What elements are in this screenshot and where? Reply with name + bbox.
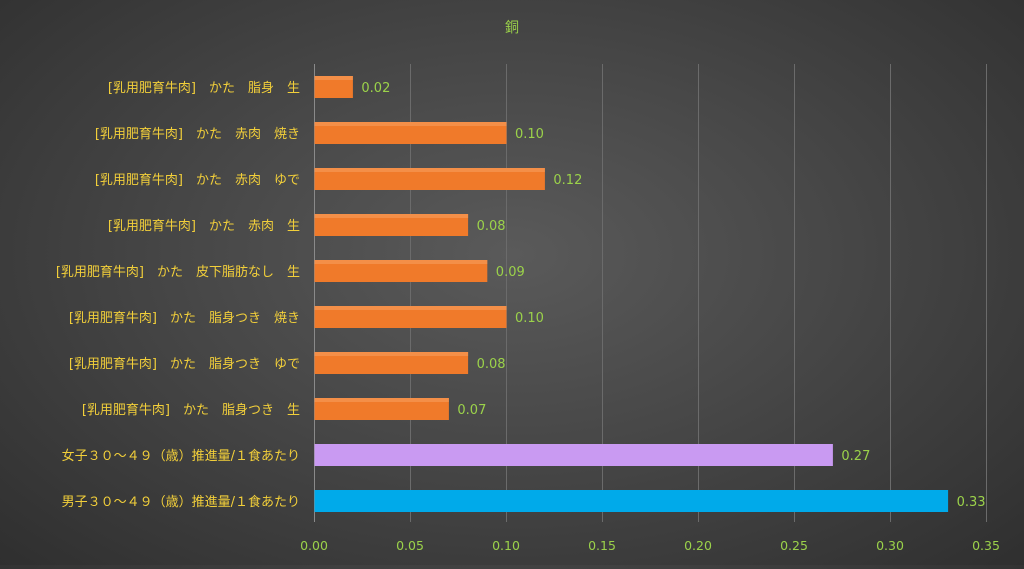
bars [314,76,949,512]
x-tick-label: 0.15 [588,538,616,553]
bar [314,76,353,98]
category-label: [乳用肥育牛肉] かた 脂身つき 生 [82,402,300,418]
category-label: [乳用肥育牛肉] かた 脂身つき 焼き [69,310,300,326]
data-label: 0.07 [457,403,486,418]
bar-highlight [314,76,353,80]
data-label: 0.08 [477,219,506,234]
category-label: 男子３０～４９（歳）推進量/１食あたり [62,494,300,510]
bar-highlight [314,168,545,172]
x-tick-label: 0.10 [492,538,520,553]
data-labels: 0.02 0.10 0.12 0.08 0.09 0.10 0.08 0.07 0.27 0.33 [361,81,985,510]
bar [314,490,949,512]
category-label: [乳用肥育牛肉] かた 脂身つき ゆで [69,356,300,372]
category-label: [乳用肥育牛肉] かた 赤肉 生 [108,218,300,234]
data-label: 0.33 [957,495,986,510]
bar [314,352,469,374]
category-label: [乳用肥育牛肉] かた 皮下脂肪なし 生 [56,264,300,280]
data-label: 0.10 [515,127,544,142]
data-label: 0.10 [515,311,544,326]
chart-title: 銅 [505,20,519,36]
x-tick-label: 0.20 [684,538,712,553]
category-label: [乳用肥育牛肉] かた 赤肉 ゆで [95,172,300,188]
bar [314,398,449,420]
x-tick-label: 0.25 [780,538,808,553]
category-labels: [乳用肥育牛肉] かた 脂身 生 [乳用肥育牛肉] かた 赤肉 焼き [乳用肥育牛肉… [56,80,300,510]
bar-highlight [314,306,507,310]
bar-highlight [314,260,488,264]
x-tick-label: 0.00 [300,538,328,553]
bar [314,122,507,144]
bar [314,444,833,466]
bar [314,214,469,236]
bar-highlight [314,214,469,218]
data-label: 0.02 [361,81,390,96]
data-label: 0.27 [841,449,870,464]
data-label: 0.09 [496,265,525,280]
category-label: [乳用肥育牛肉] かた 赤肉 焼き [95,126,300,142]
x-tick-label: 0.30 [876,538,904,553]
bar-highlight [314,398,449,402]
bar-highlight [314,352,469,356]
bar [314,168,545,190]
bar [314,306,507,328]
data-label: 0.08 [477,357,506,372]
x-axis-tick-labels: 0.00 0.05 0.10 0.15 0.20 0.25 0.30 0.35 [300,538,1000,553]
data-label: 0.12 [553,173,582,188]
category-label: 女子３０～４９（歳）推進量/１食あたり [62,448,300,464]
x-tick-label: 0.35 [972,538,1000,553]
bar-highlight [314,122,507,126]
x-tick-label: 0.05 [396,538,424,553]
bar [314,260,488,282]
category-label: [乳用肥育牛肉] かた 脂身 生 [108,80,300,96]
